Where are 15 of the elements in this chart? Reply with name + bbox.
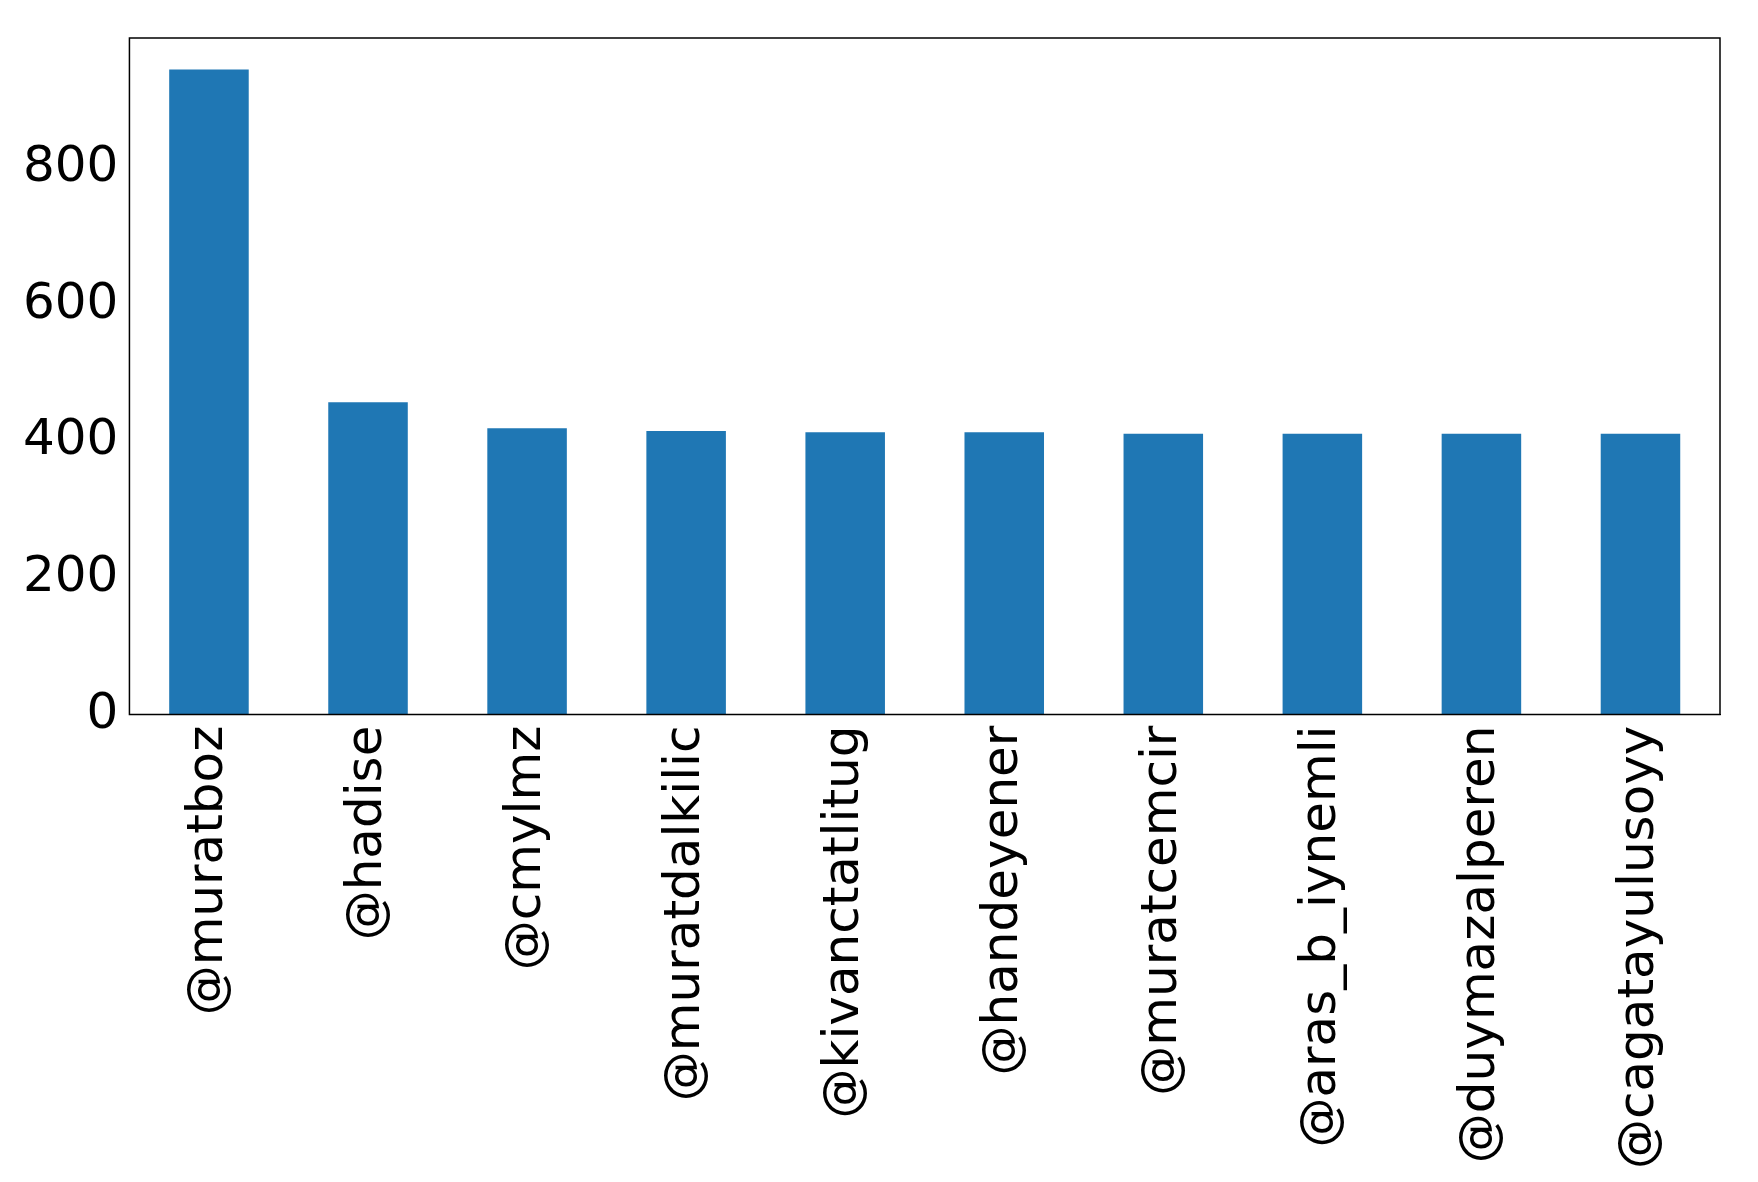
y-tick-label: 200 [23,544,119,603]
x-tick-label: @kivanctatlitug [812,725,871,1119]
x-tick-label: @hadise [335,725,393,941]
x-tick-label: @muratdalkilic [653,725,712,1102]
x-tick-label: @cmylmz [494,725,553,971]
y-tick-label: 600 [23,271,119,330]
x-tick-label: @muratcemcir [1130,725,1189,1096]
y-tick-label: 0 [86,681,119,740]
y-tick-label: 400 [23,408,119,467]
x-tick-label: @duymazalperen [1448,725,1507,1164]
x-tick-label: @muratboz [175,725,234,1016]
x-tick-label: @handeyener [971,725,1030,1076]
x-tick-label: @aras_b_iynemli [1289,725,1348,1148]
y-tick-label: 800 [23,134,119,193]
x-tick-label: @cagatayulusoyy [1607,725,1666,1169]
